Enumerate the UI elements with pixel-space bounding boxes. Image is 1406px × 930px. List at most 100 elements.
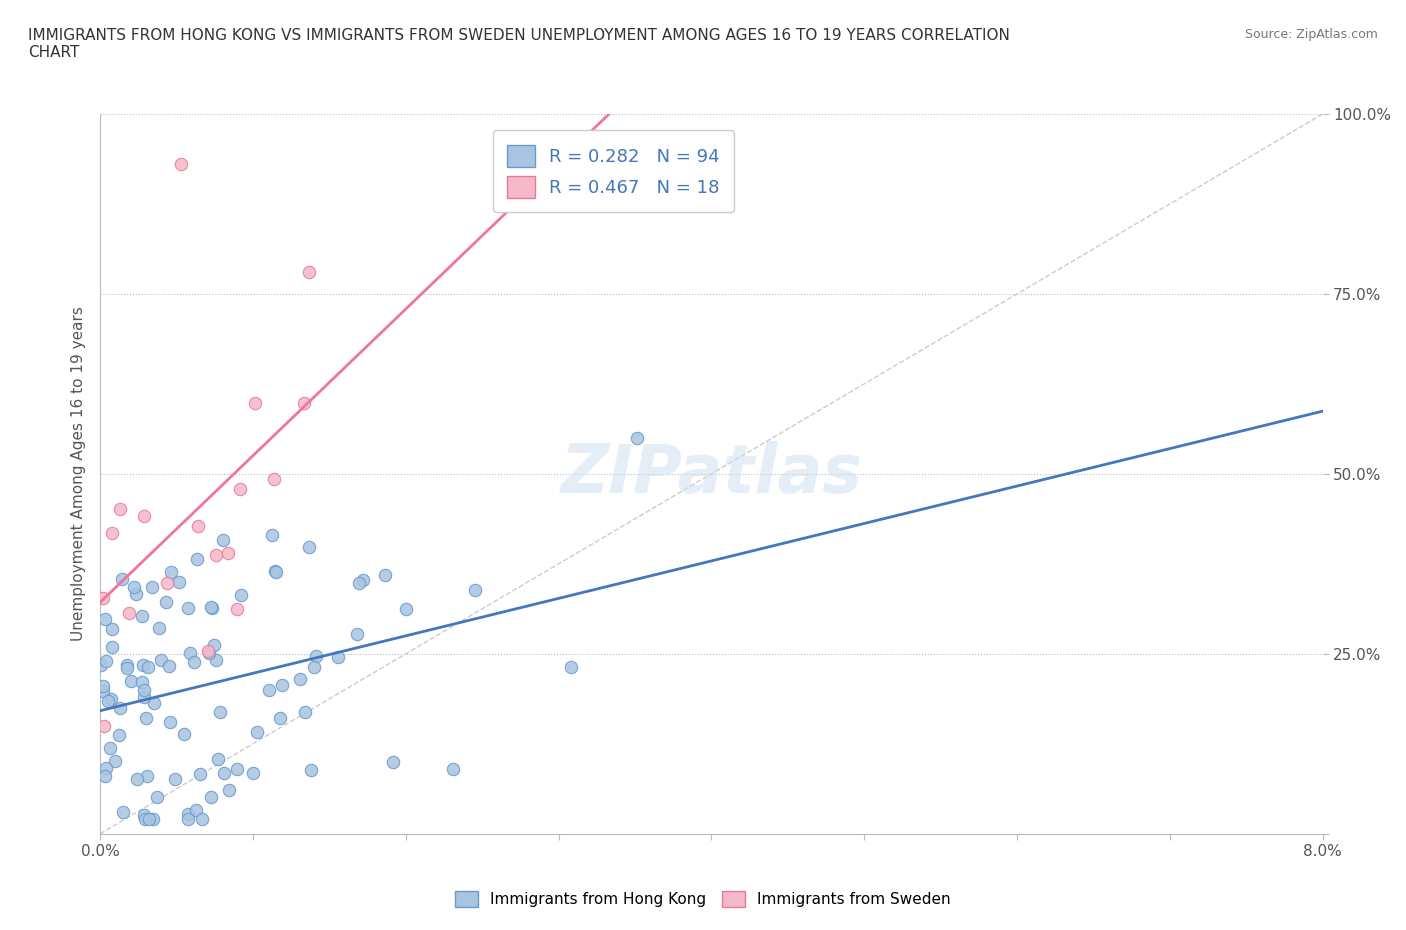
Point [100, 692, 122, 707]
Point [177, 812, 200, 827]
Point [231, 587, 253, 602]
Point [115, 658, 138, 672]
Point [142, 812, 165, 827]
Point [173, 726, 195, 741]
Point [93, 591, 115, 605]
Point [394, 602, 416, 617]
Point [134, 811, 156, 826]
Legend: R = 0.282   N = 94, R = 0.467   N = 18: R = 0.282 N = 94, R = 0.467 N = 18 [494, 130, 734, 212]
Point [294, 705, 316, 720]
Point [170, 157, 193, 172]
Point [346, 627, 368, 642]
Point [150, 652, 173, 667]
Point [349, 575, 371, 590]
Point [560, 659, 582, 674]
Point [298, 265, 321, 280]
Point [108, 701, 131, 716]
Point [207, 751, 229, 766]
Point [118, 605, 141, 620]
Point [108, 502, 131, 517]
Point [298, 539, 321, 554]
Point [245, 724, 267, 739]
Point [202, 638, 225, 653]
Point [205, 653, 228, 668]
Point [229, 482, 252, 497]
Point [626, 431, 648, 445]
Point [179, 645, 201, 660]
Point [441, 761, 464, 776]
Point [374, 567, 396, 582]
Point [177, 807, 200, 822]
Point [136, 660, 159, 675]
Point [257, 683, 280, 698]
Point [120, 673, 142, 688]
Point [263, 472, 285, 486]
Point [94, 654, 117, 669]
Point [163, 771, 186, 786]
Point [104, 753, 127, 768]
Point [270, 678, 292, 693]
Point [117, 660, 139, 675]
Point [160, 565, 183, 579]
Point [155, 595, 177, 610]
Legend: Immigrants from Hong Kong, Immigrants from Sweden: Immigrants from Hong Kong, Immigrants fr… [450, 884, 956, 913]
Point [292, 395, 315, 410]
Point [122, 580, 145, 595]
Point [94, 769, 117, 784]
Point [100, 640, 122, 655]
Point [177, 601, 200, 616]
Point [91, 684, 114, 698]
Point [198, 645, 221, 660]
Point [200, 790, 222, 804]
Point [200, 599, 222, 614]
Y-axis label: Unemployment Among Ages 16 to 19 years: Unemployment Among Ages 16 to 19 years [72, 307, 86, 642]
Point [288, 671, 311, 686]
Text: IMMIGRANTS FROM HONG KONG VS IMMIGRANTS FROM SWEDEN UNEMPLOYMENT AMONG AGES 16 T: IMMIGRANTS FROM HONG KONG VS IMMIGRANTS … [28, 28, 1010, 60]
Point [187, 519, 209, 534]
Point [108, 727, 131, 742]
Point [111, 572, 134, 587]
Point [305, 649, 328, 664]
Point [132, 690, 155, 705]
Point [217, 546, 239, 561]
Point [212, 765, 235, 780]
Point [269, 711, 291, 725]
Point [100, 526, 122, 541]
Point [188, 766, 211, 781]
Point [226, 602, 249, 617]
Point [132, 808, 155, 823]
Point [352, 572, 374, 587]
Point [302, 659, 325, 674]
Point [226, 761, 249, 776]
Point [101, 621, 124, 636]
Point [260, 527, 283, 542]
Point [146, 790, 169, 804]
Point [124, 587, 146, 602]
Point [111, 804, 134, 819]
Point [242, 765, 264, 780]
Point [212, 533, 235, 548]
Point [167, 574, 190, 589]
Point [464, 582, 486, 597]
Point [201, 601, 224, 616]
Point [205, 547, 228, 562]
Point [245, 395, 267, 410]
Point [197, 644, 219, 658]
Point [183, 655, 205, 670]
Point [186, 551, 208, 566]
Point [184, 803, 207, 817]
Point [264, 565, 287, 579]
Point [326, 649, 349, 664]
Point [263, 563, 285, 578]
Text: ZIPatlas: ZIPatlas [561, 441, 862, 507]
Point [148, 620, 170, 635]
Point [97, 694, 120, 709]
Point [135, 711, 157, 725]
Point [299, 763, 322, 777]
Point [156, 576, 179, 591]
Point [159, 714, 181, 729]
Point [93, 718, 115, 733]
Text: Source: ZipAtlas.com: Source: ZipAtlas.com [1244, 28, 1378, 41]
Point [94, 761, 117, 776]
Point [90, 658, 112, 672]
